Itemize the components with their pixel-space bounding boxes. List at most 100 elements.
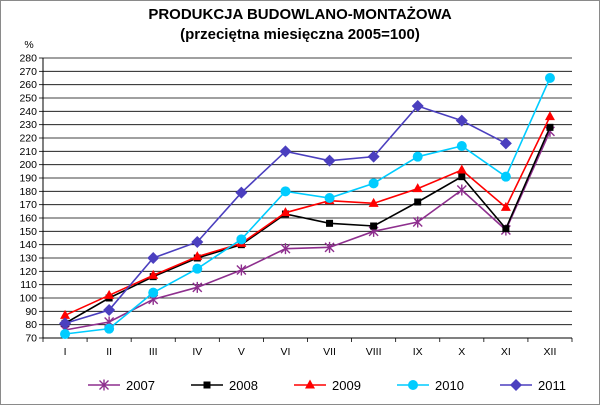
data-point-2011 [279,145,292,158]
data-point-2009 [280,207,291,217]
chart-subtitle: (przeciętna miesięczna 2005=100) [180,26,420,43]
data-point-2011 [499,137,512,150]
data-point-2011 [191,236,204,248]
data-point-2008 [458,173,466,181]
data-point-2007 [280,243,291,255]
data-point-2010 [280,186,291,197]
y-tick-label: 210 [19,146,37,158]
data-point-2007 [412,216,423,228]
data-point-2010 [324,193,335,203]
legend-marker-2011 [510,379,522,391]
y-tick-label: 160 [19,213,37,225]
data-point-2008 [414,198,422,206]
data-point-2011 [59,317,72,330]
data-point-2007 [236,264,247,276]
legend: 2007 2008 2009 2010 2011 [88,378,566,393]
x-tick-label: II [106,346,112,358]
x-tick-label: I [64,346,67,358]
data-point-2011 [147,252,160,264]
data-point-2009 [544,111,555,121]
data-point-2007 [324,241,335,253]
data-point-2011 [411,100,424,112]
x-tick-label: VII [323,346,336,358]
data-point-2010 [104,323,115,334]
legend-label-2010: 2010 [435,378,464,393]
data-point-2009 [60,309,71,319]
series-2011 [59,100,512,330]
y-axis-label: % [24,39,33,51]
data-point-2010 [236,234,247,245]
y-tick-label: 80 [25,319,37,331]
y-tick-label: 270 [19,66,37,78]
data-point-2011 [235,186,248,199]
y-tick-label: 180 [19,186,37,198]
y-tick-label: 70 [25,333,37,345]
data-point-2008 [502,225,510,233]
y-tick-label: 140 [19,239,37,251]
x-tick-label: IX [413,346,423,358]
legend-label-2008: 2008 [229,378,258,393]
y-tick-label: 170 [19,199,37,211]
y-tick-label: 230 [19,119,37,131]
data-point-2007 [456,184,467,196]
data-point-2011 [455,114,468,127]
legend-marker-2010 [408,380,418,390]
data-point-2010 [368,178,379,189]
y-tick-label: 190 [19,173,37,185]
data-point-2010 [412,151,423,162]
x-tick-label: XII [544,346,557,358]
data-point-2007 [192,281,203,293]
x-tick-label: VI [280,346,290,358]
data-point-2010 [544,73,555,83]
y-tick-label: 260 [19,79,37,91]
y-tick-label: 120 [19,266,37,278]
data-point-2009 [412,183,423,193]
x-tick-label: VIII [366,346,382,358]
y-tick-label: 250 [19,93,37,105]
data-point-2008 [326,219,334,227]
y-tick-label: 220 [19,133,37,145]
data-point-2009 [500,201,511,211]
series-line-2008 [64,127,551,325]
data-point-2011 [367,150,380,163]
data-point-2009 [148,269,159,279]
y-tick-label: 200 [19,159,37,171]
x-tick-label: III [149,346,158,358]
y-tick-label: 150 [19,226,37,238]
y-tick-label: 280 [19,53,37,65]
x-tick-label: X [458,346,465,358]
data-point-2009 [368,197,379,207]
data-point-2010 [456,141,467,151]
data-point-2009 [104,289,115,299]
x-tick-label: IV [192,346,202,358]
x-tick-label: V [238,346,245,358]
series-2008 [61,123,554,327]
legend-label-2007: 2007 [126,378,155,393]
data-point-2011 [103,304,116,316]
data-point-2008 [546,123,554,131]
series-line-2010 [64,77,551,335]
legend-marker-2008 [203,381,211,389]
data-point-2010 [148,287,159,298]
data-point-2009 [192,251,203,261]
x-tick-label: XI [501,346,511,358]
legend-label-2011: 2011 [538,378,566,393]
data-point-2010 [192,263,203,274]
y-tick-label: 100 [19,293,37,305]
data-point-2011 [323,154,336,167]
chart-title: PRODUKCJA BUDOWLANO-MONTAŻOWA [148,6,452,23]
y-tick-label: 130 [19,253,37,265]
data-point-2010 [60,329,71,339]
legend-label-2009: 2009 [332,378,361,393]
series-2009 [60,111,555,319]
legend-marker-2007 [99,379,109,391]
data-point-2008 [370,222,378,230]
series-line-2007 [64,131,551,331]
series-line-2009 [64,116,551,317]
series-2007 [60,125,555,336]
y-tick-label: 240 [19,106,37,118]
data-point-2010 [500,171,511,182]
y-tick-label: 110 [20,279,37,291]
series-2010 [60,73,555,339]
